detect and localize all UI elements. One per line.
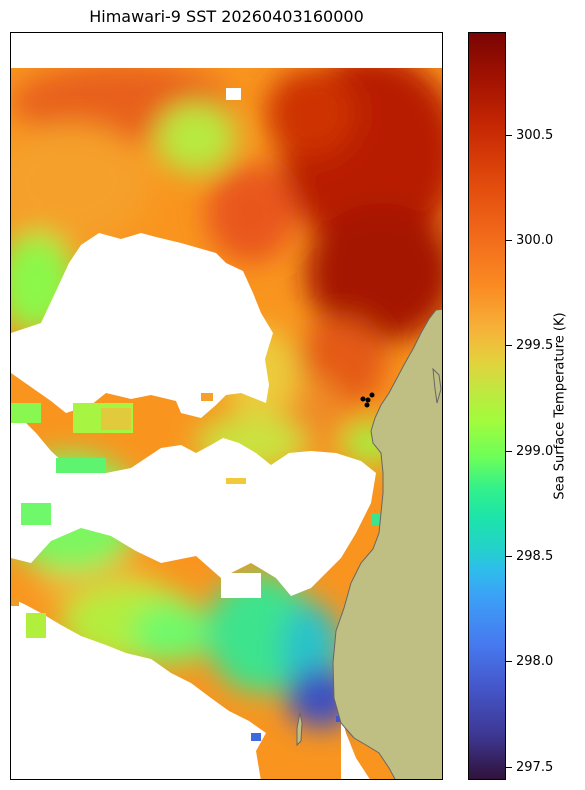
colorbar <box>468 32 506 780</box>
colorbar-tick-label: 298.5 <box>516 549 554 564</box>
colorbar-tick-label: 300.0 <box>516 233 554 248</box>
colorbar-tick <box>506 240 512 241</box>
colorbar-tick <box>506 345 512 346</box>
colorbar-tick-label: 297.5 <box>516 760 554 775</box>
colorbar-tick <box>506 661 512 662</box>
colorbar-tick-label: 298.0 <box>516 654 554 669</box>
colorbar-tick <box>506 767 512 768</box>
colorbar-tick <box>506 135 512 136</box>
colorbar-tick-label: 299.5 <box>516 338 554 353</box>
island <box>296 712 303 747</box>
peninsula-tip <box>432 367 442 404</box>
station-markers <box>360 392 375 408</box>
land-mass <box>332 308 442 779</box>
colorbar-tick <box>506 451 512 452</box>
sst-field <box>11 68 442 779</box>
colorbar-tick-label: 299.0 <box>516 444 554 459</box>
map-title: Himawari-9 SST 20260403160000 <box>89 7 364 26</box>
colorbar-tick <box>506 556 512 557</box>
sst-map[interactable] <box>10 32 443 780</box>
colorbar-label: Sea Surface Temperature (K) <box>552 312 568 500</box>
colorbar-tick-label: 300.5 <box>516 128 554 143</box>
